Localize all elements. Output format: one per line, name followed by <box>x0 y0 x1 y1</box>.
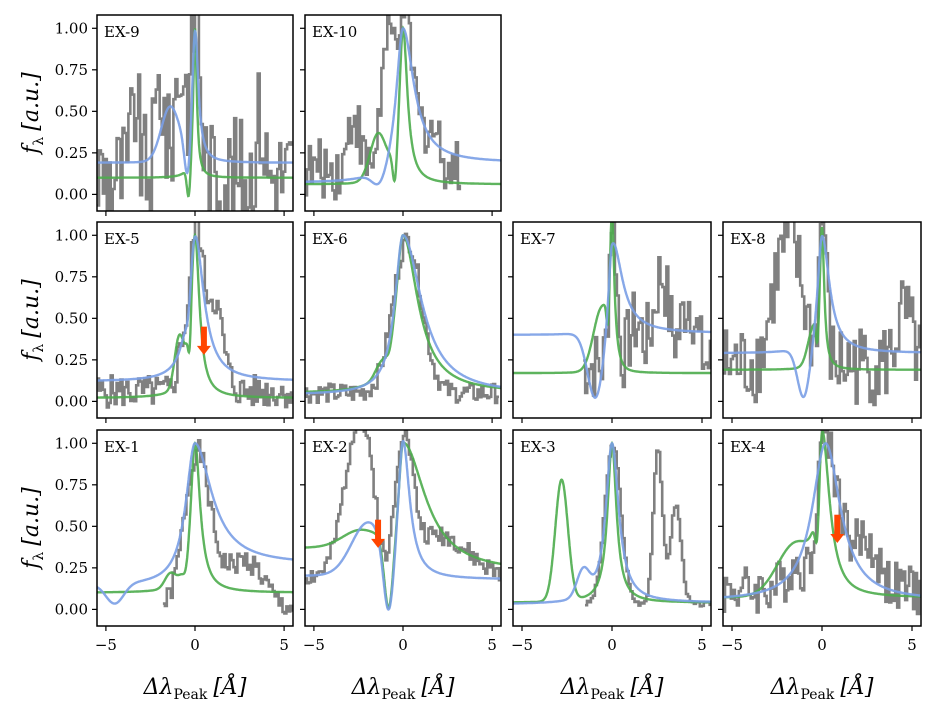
plot-area <box>723 222 921 407</box>
plot-area <box>97 15 293 211</box>
panel-label: EX-4 <box>730 438 766 456</box>
x-tick-label: 5 <box>697 636 707 654</box>
y-tick-label: 0.50 <box>55 517 88 535</box>
panel-label: EX-8 <box>730 230 766 248</box>
y-tick-label: 1.00 <box>55 434 88 452</box>
y-tick-label: 0.00 <box>55 185 88 203</box>
panel-ex-10: EX-10 <box>300 14 502 216</box>
x-tick-label: 0 <box>190 636 200 654</box>
panel-label: EX-3 <box>520 438 556 456</box>
series-model-green <box>305 25 501 186</box>
x-tick-label: −5 <box>511 636 533 654</box>
plot-area <box>513 440 711 608</box>
panel-label: EX-2 <box>312 438 348 456</box>
plot-area <box>97 438 293 615</box>
y-axis-title: fλ[a.u.] <box>19 72 47 156</box>
y-tick-label: 1.00 <box>55 226 88 244</box>
y-axis-titles: fλ[a.u.] fλ[a.u.] fλ[a.u.] <box>19 72 47 571</box>
series-model-blue <box>97 235 293 382</box>
y-tick-label: 0.25 <box>55 144 88 162</box>
panel-ex-4: −5 0 5 EX-4 <box>718 429 922 654</box>
x-tick-label: 5 <box>279 636 289 654</box>
series-model-green <box>723 430 921 599</box>
y-axis-title: fλ[a.u.] <box>19 279 47 363</box>
x-tick-label: −5 <box>303 636 325 654</box>
x-tick-label: −5 <box>721 636 743 654</box>
plot-area <box>305 232 501 405</box>
x-tick-label: −5 <box>95 636 117 654</box>
panel-label: EX-6 <box>312 230 348 248</box>
y-tick-label: 0.75 <box>55 268 88 286</box>
axes-frame <box>304 429 502 627</box>
panel-ex-7: EX-7 <box>508 221 712 423</box>
x-tick-label: 0 <box>398 636 408 654</box>
y-tick-label: 0.25 <box>55 351 88 369</box>
series-model-blue <box>97 29 293 175</box>
series-model-blue <box>723 442 921 599</box>
panel-ex-5: 0.00 0.25 0.50 0.75 1.00 EX-5 <box>55 221 294 423</box>
axes-frame <box>96 221 294 419</box>
series-model-blue <box>305 27 501 186</box>
x-axis-titles: ΔλPeak [Å] ΔλPeak [Å] ΔλPeak [Å] ΔλPeak [Å] <box>143 672 874 703</box>
series-model-blue <box>723 234 921 399</box>
panel-label: EX-7 <box>520 230 556 248</box>
series-model-green <box>97 28 293 198</box>
down-arrow-icon <box>830 514 845 543</box>
series-model-green <box>723 226 921 371</box>
panel-label: EX-5 <box>104 230 140 248</box>
x-tick-label: 0 <box>817 636 827 654</box>
panel-label: EX-1 <box>104 438 140 456</box>
plot-area <box>97 222 293 409</box>
plot-area <box>305 430 501 611</box>
series-model-green <box>513 222 711 375</box>
plot-area <box>513 222 711 399</box>
panel-grid: 0.000.250.500.751.00 EX-9 EX-100.000.250.5… <box>55 14 922 654</box>
y-tick-label: 0.00 <box>55 600 88 618</box>
panel-ex-2: −5 0 5 EX-2 <box>300 429 502 654</box>
down-arrow-icon <box>371 519 386 548</box>
panel-ex-8: EX-8 <box>718 221 922 423</box>
plot-area <box>305 15 501 201</box>
x-tick-label: 5 <box>487 636 497 654</box>
y-tick-label: 0.50 <box>55 102 88 120</box>
panel-ex-9: 0.00 0.25 0.50 0.75 1.00 EX-9 <box>55 14 294 216</box>
series-model-green <box>97 232 293 399</box>
series-model-blue <box>97 442 293 605</box>
panel-ex-1: −5 0 5 0.00 0.25 0.50 0.75 1.00 EX-1 <box>55 429 294 654</box>
series-model-blue <box>513 441 711 605</box>
series-model-green <box>305 441 501 609</box>
series-model-blue <box>305 439 501 611</box>
x-tick-label: 5 <box>907 636 917 654</box>
plot-area <box>723 430 921 616</box>
series-observed-spectrum <box>305 232 499 405</box>
panel-ex-6: EX-6 <box>300 221 502 423</box>
x-axis-title: ΔλPeak [Å] <box>351 672 455 703</box>
y-tick-label: 0.25 <box>55 559 88 577</box>
x-tick-label: 0 <box>607 636 617 654</box>
panel-label: EX-10 <box>312 23 357 41</box>
y-tick-label: 1.00 <box>55 19 88 37</box>
down-arrow-icon <box>196 326 211 355</box>
panel-label: EX-9 <box>104 23 140 41</box>
y-axis-title: fλ[a.u.] <box>19 487 47 571</box>
series-model-blue <box>513 242 711 399</box>
series-observed-spectrum <box>305 15 462 201</box>
series-observed-spectrum <box>723 222 921 407</box>
panel-ex-3: −5 0 5 EX-3 <box>508 429 712 654</box>
x-axis-title: ΔλPeak [Å] <box>770 672 874 703</box>
y-tick-label: 0.75 <box>55 61 88 79</box>
x-axis-title: ΔλPeak [Å] <box>143 672 247 703</box>
y-tick-label: 0.50 <box>55 309 88 327</box>
series-model-blue <box>305 234 501 395</box>
y-tick-label: 0.00 <box>55 392 88 410</box>
x-axis-title: ΔλPeak [Å] <box>560 672 664 703</box>
y-tick-label: 0.75 <box>55 476 88 494</box>
